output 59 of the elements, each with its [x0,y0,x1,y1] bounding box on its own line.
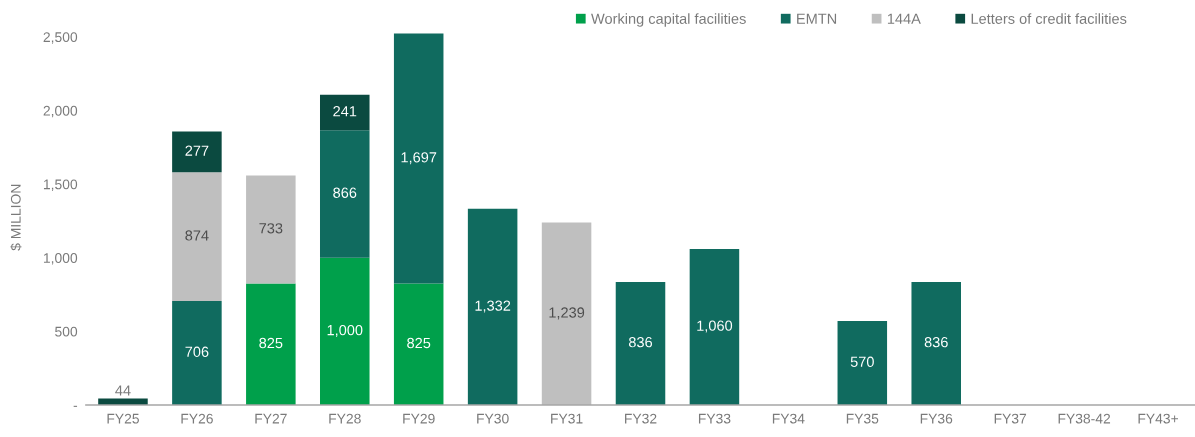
bar [911,281,961,405]
y-tick-label: 1,000 [43,253,78,265]
legend-label: 144A [887,13,921,24]
y-tick-label: 1,500 [43,179,78,191]
bar [837,321,888,405]
data-label: 836 [628,337,653,348]
bar [320,94,370,131]
data-label: 1,697 [401,152,437,165]
x-tick-label: FY34 [772,413,805,424]
data-label: 836 [924,337,948,348]
y-axis-title: $ MILLION [10,184,22,251]
data-label: 825 [259,337,283,349]
bar [246,175,296,284]
data-label: 825 [407,337,431,349]
data-label: 706 [185,346,209,357]
bar [393,33,444,284]
bar [172,301,222,405]
x-tick-label: FY30 [477,413,509,424]
x-tick-label: FY35 [846,413,879,424]
data-label: 44 [115,385,131,396]
bar [172,131,222,173]
x-tick-label: FY43+ [1138,413,1178,424]
bar [246,283,296,405]
legend-label: Working capital facilities [591,13,746,27]
bar [689,248,740,405]
x-tick-label: FY28 [329,413,361,424]
x-tick-label: FY37 [994,413,1027,424]
bar [172,172,222,302]
bar [467,208,518,405]
x-tick-label: FY38-42 [1058,413,1111,424]
x-tick-label: FY32 [625,413,657,424]
y-tick-label: 2,500 [43,32,78,44]
bar [320,130,370,258]
y-tick-label: - [73,405,78,407]
legend-label: Letters of credit facilities [971,13,1127,24]
y-tick-label: 2,000 [43,105,78,118]
data-label: 866 [333,187,357,198]
data-label: 1,000 [327,324,363,338]
x-tick-label: FY26 [181,413,213,424]
data-label: 1,332 [475,300,511,313]
data-label: 874 [185,230,209,241]
data-label: 570 [850,356,874,367]
bar [615,281,666,405]
x-tick-label: FY33 [698,413,731,424]
bar [393,283,444,405]
data-label: 1,060 [697,320,733,333]
data-label: 241 [333,106,357,117]
x-tick-label: FY27 [255,413,287,424]
x-tick-label: FY29 [403,413,435,424]
legend-label: EMTN [797,13,837,24]
x-tick-label: FY36 [920,413,953,424]
bar [320,257,370,405]
data-label: 1,239 [549,307,585,320]
x-tick-label: FY31 [551,413,583,424]
x-tick-label: FY25 [107,413,139,424]
y-tick-label: 500 [55,326,78,337]
bar [541,222,592,405]
data-label: 733 [259,223,283,234]
data-label: 277 [185,145,209,156]
